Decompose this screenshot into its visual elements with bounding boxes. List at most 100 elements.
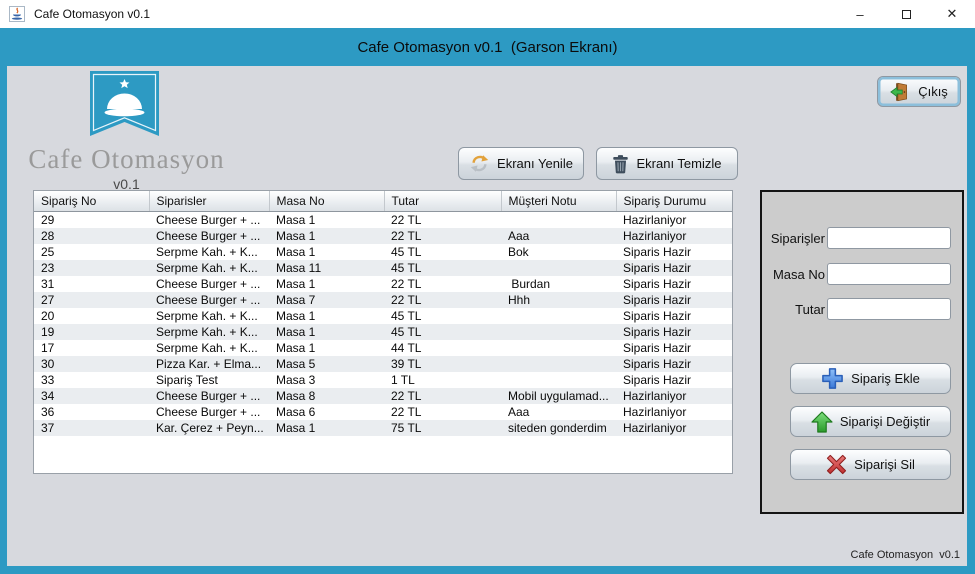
cell-tutar: 45 TL	[391, 308, 422, 323]
cell-siparis-no: 23	[34, 259, 149, 276]
app-header-title: Cafe Otomasyon v0.1 (Garson Ekranı)	[357, 38, 618, 56]
add-order-button[interactable]: Sipariş Ekle	[790, 363, 951, 394]
cell-tutar: 1 TL	[391, 372, 415, 387]
cell-tutar: 22 TL	[391, 212, 422, 227]
cell-masa-no: Masa 1	[276, 276, 316, 291]
table-row[interactable]: 19 Serpme Kah. + K... Masa 1 45 TL Sipar…	[34, 323, 732, 340]
table-row[interactable]: 23 Serpme Kah. + K... Masa 11 45 TL Sipa…	[34, 259, 732, 276]
table-row[interactable]: 33 Sipariş Test Masa 3 1 TL Siparis Hazi…	[34, 372, 732, 388]
cell-siparisler: Cheese Burger + ...	[149, 227, 269, 244]
cell-siparis-no: 34	[34, 387, 149, 404]
up-arrow-icon	[811, 410, 833, 433]
cell-tutar: 22 TL	[391, 276, 422, 291]
maximize-icon	[901, 9, 911, 19]
cell-siparis-no: 19	[34, 323, 149, 340]
cell-masa-no: Masa 11	[269, 259, 384, 276]
minimize-icon: –	[856, 6, 864, 22]
cell-musteri-notu	[501, 308, 616, 324]
cell-tutar: 22 TL	[391, 404, 422, 419]
column-header-siparis-no[interactable]: Sipariş No	[34, 191, 150, 212]
cell-siparisler: Serpme Kah. + K...	[149, 259, 269, 276]
cell-siparis-durumu: Siparis Hazir	[623, 308, 692, 323]
footer-version-label: Cafe Otomasyon v0.1	[850, 549, 960, 561]
cell-musteri-notu: Aaa	[501, 227, 616, 244]
order-form-panel: Siparişler Masa No Tutar Sipariş Ekle Si…	[760, 190, 964, 514]
titlebar: Cafe Otomasyon v0.1 – ✕	[0, 0, 975, 28]
orders-input[interactable]	[827, 227, 951, 249]
cell-siparis-durumu: Siparis Hazir	[616, 259, 732, 276]
cell-musteri-notu	[501, 355, 616, 372]
java-app-icon	[8, 5, 26, 23]
column-header-siparisler[interactable]: Siparisler	[149, 191, 270, 212]
table-row[interactable]: 25 Serpme Kah. + K... Masa 1 45 TL Bok S…	[34, 244, 732, 260]
cell-siparis-no: 17	[41, 340, 55, 355]
cell-siparis-durumu: Hazirlaniyor	[623, 404, 687, 419]
cell-musteri-notu: siteden gonderdim	[501, 419, 616, 436]
cell-siparisler: Cheese Burger + ...	[156, 404, 261, 419]
window-title: Cafe Otomasyon v0.1	[34, 7, 151, 21]
table-row[interactable]: 36 Cheese Burger + ... Masa 6 22 TL Aaa …	[34, 404, 732, 420]
cell-musteri-notu	[501, 259, 616, 276]
table-row[interactable]: 34 Cheese Burger + ... Masa 8 22 TL Mobi…	[34, 387, 732, 404]
cell-masa-no: Masa 1	[276, 340, 316, 355]
table-row[interactable]: 28 Cheese Burger + ... Masa 1 22 TL Aaa …	[34, 227, 732, 244]
column-header-tutar[interactable]: Tutar	[384, 191, 502, 212]
cell-musteri-notu	[501, 340, 616, 356]
table-header-row: Sipariş No Siparisler Masa No Tutar Müşt…	[34, 191, 732, 212]
orders-table-body: 29 Cheese Burger + ... Masa 1 22 TL Hazi…	[34, 211, 732, 436]
app-header: Cafe Otomasyon v0.1 (Garson Ekranı)	[0, 28, 975, 66]
clear-screen-button[interactable]: Ekranı Temizle	[596, 147, 738, 180]
table-row[interactable]: 30 Pizza Kar. + Elma... Masa 5 39 TL Sip…	[34, 355, 732, 372]
orders-field-label: Siparişler	[770, 231, 825, 246]
orders-table: Sipariş No Siparisler Masa No Tutar Müşt…	[34, 191, 732, 436]
exit-button[interactable]: Çıkış	[877, 76, 961, 107]
cell-siparis-durumu: Hazirlaniyor	[616, 419, 732, 436]
delete-order-button[interactable]: Siparişi Sil	[790, 449, 951, 480]
cell-musteri-notu	[501, 323, 616, 340]
column-header-musteri-notu[interactable]: Müşteri Notu	[501, 191, 617, 212]
cell-siparis-no: 27	[34, 291, 149, 308]
table-row[interactable]: 37 Kar. Çerez + Peyn... Masa 1 75 TL sit…	[34, 419, 732, 436]
cell-siparis-no: 33	[41, 372, 55, 387]
cloche-ribbon-icon	[90, 71, 159, 137]
amount-input[interactable]	[827, 298, 951, 320]
update-order-button[interactable]: Siparişi Değiştir	[790, 406, 951, 437]
orders-table-scrollpane[interactable]: Sipariş No Siparisler Masa No Tutar Müşt…	[33, 190, 733, 474]
update-order-label: Siparişi Değiştir	[839, 414, 931, 429]
maximize-button[interactable]	[883, 0, 929, 28]
minimize-button[interactable]: –	[837, 0, 883, 28]
close-button[interactable]: ✕	[929, 0, 975, 28]
cell-siparis-no: 31	[41, 276, 55, 291]
table-row[interactable]: 20 Serpme Kah. + K... Masa 1 45 TL Sipar…	[34, 308, 732, 324]
cell-tutar: 44 TL	[391, 340, 422, 355]
refresh-screen-button[interactable]: Ekranı Yenile	[458, 147, 584, 180]
cell-siparisler: Serpme Kah. + K...	[156, 244, 258, 259]
cell-musteri-notu: Hhh	[501, 291, 616, 308]
cell-siparisler: Cheese Burger + ...	[149, 387, 269, 404]
cell-siparis-durumu: Siparis Hazir	[623, 244, 692, 259]
cell-masa-no: Masa 1	[276, 244, 316, 259]
cell-siparis-no: 20	[41, 308, 55, 323]
main-content: Cafe Otomasyon v0.1 Çıkış Ekranı Yenile	[7, 66, 967, 566]
cell-siparisler: Serpme Kah. + K...	[156, 340, 258, 355]
cell-siparis-durumu: Hazirlaniyor	[623, 212, 687, 227]
table-no-field-label: Masa No	[772, 267, 825, 282]
column-header-siparis-durumu[interactable]: Sipariş Durumu	[616, 191, 732, 212]
table-no-input[interactable]	[827, 263, 951, 285]
cell-masa-no: Masa 1	[276, 308, 316, 323]
cell-siparis-durumu: Siparis Hazir	[623, 340, 692, 355]
table-row[interactable]: 17 Serpme Kah. + K... Masa 1 44 TL Sipar…	[34, 340, 732, 356]
table-row[interactable]: 29 Cheese Burger + ... Masa 1 22 TL Hazi…	[34, 211, 732, 228]
cell-masa-no: Masa 1	[269, 323, 384, 340]
table-row[interactable]: 27 Cheese Burger + ... Masa 7 22 TL Hhh …	[34, 291, 732, 308]
cell-musteri-notu: Aaa	[508, 404, 530, 419]
cell-masa-no: Masa 5	[269, 355, 384, 372]
exit-door-icon	[890, 82, 908, 101]
cell-musteri-notu: Burdan	[508, 276, 551, 291]
cell-siparisler: Serpme Kah. + K...	[156, 308, 258, 323]
cell-masa-no: Masa 7	[269, 291, 384, 308]
cell-masa-no: Masa 3	[276, 372, 316, 387]
cell-tutar: 45 TL	[384, 323, 501, 340]
table-row[interactable]: 31 Cheese Burger + ... Masa 1 22 TL Burd…	[34, 276, 732, 292]
column-header-masa-no[interactable]: Masa No	[269, 191, 385, 212]
